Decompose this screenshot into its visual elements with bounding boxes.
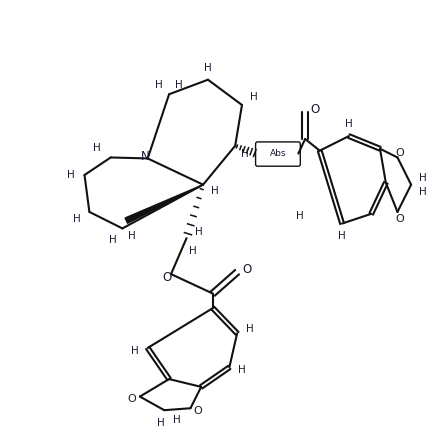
- Text: H: H: [419, 187, 427, 198]
- Text: H: H: [67, 170, 75, 180]
- Text: H: H: [338, 231, 346, 241]
- Text: H: H: [188, 246, 196, 256]
- Text: H: H: [211, 185, 219, 196]
- Text: H: H: [73, 214, 81, 224]
- Text: H: H: [109, 235, 117, 245]
- Text: H: H: [241, 149, 249, 158]
- Text: H: H: [250, 92, 257, 102]
- Text: H: H: [195, 227, 203, 237]
- Polygon shape: [125, 185, 203, 223]
- Text: H: H: [419, 173, 427, 183]
- Text: H: H: [93, 143, 101, 153]
- Text: H: H: [155, 80, 163, 89]
- Text: H: H: [175, 80, 183, 89]
- Text: H: H: [204, 63, 212, 73]
- FancyBboxPatch shape: [256, 142, 300, 166]
- Text: O: O: [242, 263, 251, 276]
- Text: O: O: [163, 271, 172, 284]
- Text: O: O: [395, 147, 404, 158]
- Text: H: H: [157, 418, 165, 426]
- Text: O: O: [310, 104, 320, 116]
- Text: O: O: [128, 394, 136, 405]
- Text: H: H: [131, 346, 139, 356]
- Text: H: H: [238, 366, 246, 375]
- Text: H: H: [128, 231, 136, 241]
- Text: Abs: Abs: [270, 149, 286, 158]
- Text: H: H: [296, 211, 304, 221]
- Text: O: O: [194, 406, 202, 416]
- Text: O: O: [395, 214, 404, 224]
- Text: H: H: [246, 323, 254, 334]
- Text: N: N: [142, 150, 150, 163]
- Text: H: H: [345, 119, 353, 130]
- Text: H: H: [173, 415, 181, 425]
